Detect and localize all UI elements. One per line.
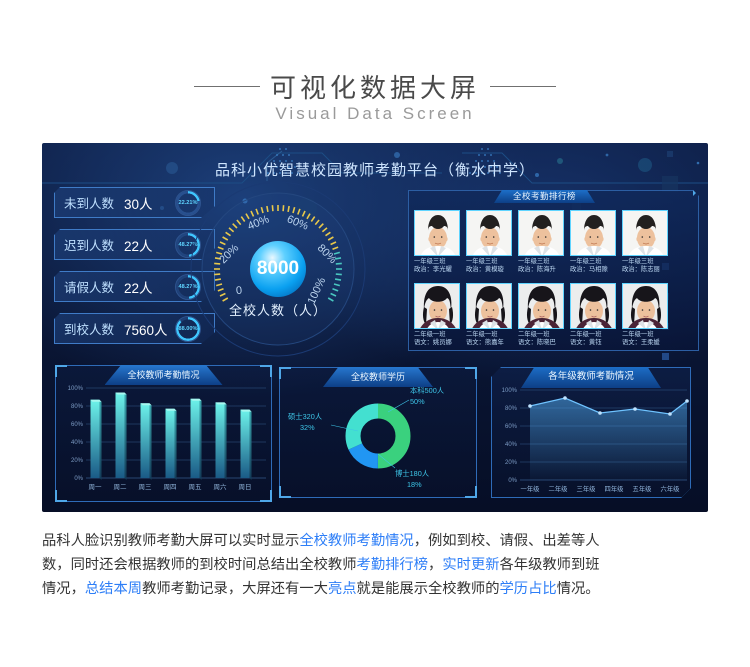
svg-text:周三: 周三: [139, 483, 153, 491]
svg-text:20%: 20%: [71, 458, 84, 464]
svg-text:40%: 40%: [71, 440, 84, 446]
svg-text:0%: 0%: [74, 476, 83, 482]
svg-text:三年级: 三年级: [577, 484, 597, 493]
svg-text:50%: 50%: [410, 397, 425, 406]
svg-text:六年级: 六年级: [661, 484, 681, 493]
svg-text:一年级: 一年级: [521, 484, 541, 493]
svg-text:100%: 100%: [68, 386, 84, 392]
svg-text:周一: 周一: [89, 483, 103, 491]
svg-text:20%: 20%: [505, 460, 518, 466]
svg-text:32%: 32%: [300, 423, 315, 432]
svg-text:周日: 周日: [239, 483, 252, 491]
svg-text:80%: 80%: [71, 404, 84, 410]
svg-text:100%: 100%: [502, 388, 518, 394]
svg-text:80%: 80%: [505, 406, 518, 412]
svg-text:周五: 周五: [189, 483, 203, 491]
svg-text:0: 0: [235, 285, 242, 297]
svg-text:18%: 18%: [407, 480, 422, 489]
svg-text:0%: 0%: [508, 478, 517, 484]
svg-text:40%: 40%: [505, 442, 518, 448]
svg-text:周六: 周六: [214, 482, 228, 491]
svg-text:四年级: 四年级: [605, 484, 625, 493]
svg-text:本科500人: 本科500人: [410, 386, 445, 395]
svg-text:周四: 周四: [164, 483, 177, 491]
svg-text:硕士320人: 硕士320人: [288, 412, 323, 421]
svg-text:周二: 周二: [114, 483, 128, 491]
svg-text:二年级: 二年级: [549, 484, 569, 493]
svg-text:五年级: 五年级: [633, 484, 653, 493]
svg-text:60%: 60%: [71, 422, 84, 428]
svg-text:8000: 8000: [257, 258, 299, 279]
svg-text:60%: 60%: [505, 424, 518, 430]
svg-text:博士180人: 博士180人: [395, 469, 430, 478]
